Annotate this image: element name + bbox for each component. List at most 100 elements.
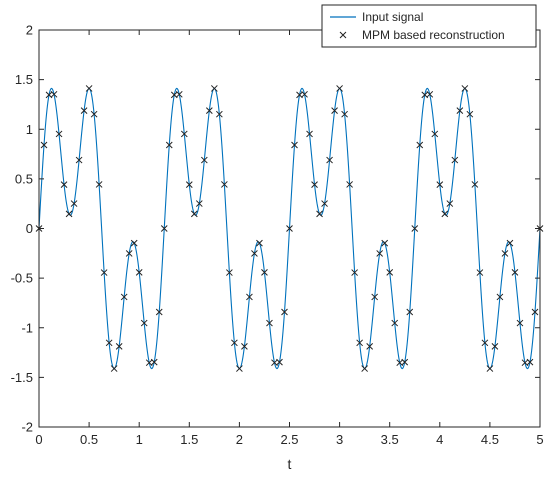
data-point-marker	[526, 358, 534, 366]
data-point-marker	[165, 141, 173, 149]
data-point-marker	[391, 319, 399, 327]
data-point-marker	[185, 181, 193, 188]
data-point-marker	[336, 85, 343, 92]
data-point-marker	[246, 293, 253, 301]
y-tick-label: 0	[26, 221, 33, 236]
y-tick-label: 2	[26, 23, 33, 38]
data-point-marker	[406, 308, 414, 316]
data-point-marker	[386, 269, 394, 276]
data-point-marker	[426, 90, 434, 98]
data-point-marker	[180, 130, 188, 138]
data-point-marker	[175, 90, 183, 98]
data-point-marker	[321, 200, 328, 207]
legend-label-input-signal: Input signal	[362, 10, 423, 24]
data-point-marker	[506, 239, 514, 247]
data-point-marker	[160, 225, 168, 232]
data-point-marker	[416, 141, 424, 149]
data-point-marker	[75, 156, 83, 164]
data-point-marker	[40, 141, 48, 149]
data-point-marker	[446, 200, 454, 207]
data-point-marker	[531, 308, 539, 316]
x-tick-label: 0	[35, 432, 42, 447]
x-tick-label: 2	[236, 432, 243, 447]
data-point-marker	[236, 365, 243, 372]
legend-label-mpm-reconstruction: MPM based reconstruction	[362, 28, 505, 42]
data-point-marker	[251, 250, 258, 257]
data-point-marker	[200, 156, 208, 164]
data-point-marker	[291, 141, 298, 149]
data-point-marker	[511, 269, 519, 276]
data-point-marker	[366, 343, 374, 350]
data-point-marker	[205, 107, 213, 114]
data-point-marker	[306, 130, 313, 138]
x-tick-label: 1	[136, 432, 143, 447]
data-point-marker	[441, 210, 449, 218]
data-point-marker	[346, 181, 353, 188]
data-point-marker	[301, 90, 308, 98]
legend-marker-sample	[339, 31, 347, 39]
data-point-marker	[486, 365, 494, 372]
data-point-marker	[221, 181, 228, 188]
data-point-marker	[401, 358, 409, 366]
x-tick-label: 4.5	[481, 432, 499, 447]
data-point-marker	[481, 339, 489, 347]
data-point-marker	[195, 200, 203, 207]
x-tick-label: 2.5	[280, 432, 298, 447]
data-point-marker	[80, 107, 88, 114]
y-tick-label: -2	[21, 420, 33, 435]
data-point-marker	[65, 210, 73, 218]
data-point-marker	[371, 293, 379, 301]
data-point-marker	[95, 181, 103, 188]
data-point-marker	[356, 339, 363, 347]
data-point-marker	[376, 250, 384, 257]
data-point-marker	[120, 293, 128, 301]
x-tick-label: 0.5	[80, 432, 98, 447]
data-point-marker	[55, 130, 63, 138]
data-point-marker	[491, 343, 499, 350]
data-point-marker	[451, 156, 459, 164]
data-point-marker	[241, 343, 248, 350]
data-point-marker	[266, 319, 273, 327]
data-point-marker	[50, 90, 58, 98]
legend-box	[321, 4, 537, 48]
data-point-marker	[501, 250, 509, 257]
x-tick-label: 4	[436, 432, 443, 447]
data-point-marker	[361, 365, 369, 372]
data-point-marker	[226, 269, 233, 276]
data-point-marker	[281, 308, 288, 316]
data-point-marker	[456, 107, 464, 114]
data-point-marker	[231, 339, 238, 347]
data-point-marker	[326, 156, 333, 164]
data-point-marker	[276, 358, 283, 366]
x-tick-label: 5	[536, 432, 543, 447]
data-point-marker	[411, 225, 419, 232]
y-tick-label: -1	[21, 320, 33, 335]
data-point-marker	[316, 210, 323, 218]
x-tick-label: 3	[336, 432, 343, 447]
data-point-marker	[105, 339, 113, 347]
data-point-marker	[210, 85, 218, 92]
data-point-marker	[476, 269, 484, 276]
data-point-marker	[135, 269, 143, 276]
data-point-marker	[130, 239, 138, 247]
data-point-marker	[155, 308, 163, 316]
y-tick-label: 0.5	[15, 171, 33, 186]
y-tick-label: 1	[26, 122, 33, 137]
series-layer	[35, 85, 544, 372]
data-point-marker	[100, 269, 108, 276]
legend: Input signal MPM based reconstruction	[321, 4, 537, 48]
data-point-marker	[150, 358, 158, 366]
data-point-marker	[466, 110, 474, 118]
data-point-marker	[436, 181, 444, 188]
data-point-marker	[140, 319, 148, 327]
axes-layer: 0 0.5 1 1.5 2 2.5 3 3.5 4 4.5 5 -2 -1.5 -1 -0.5 0 0.5 1 1.…	[11, 23, 544, 448]
data-point-marker	[351, 269, 358, 276]
x-tick-label: 1.5	[180, 432, 198, 447]
data-point-marker	[256, 239, 263, 247]
data-point-marker	[110, 365, 118, 372]
y-tick-label: -0.5	[11, 271, 33, 286]
data-point-marker	[516, 319, 524, 327]
data-point-marker	[70, 200, 78, 207]
